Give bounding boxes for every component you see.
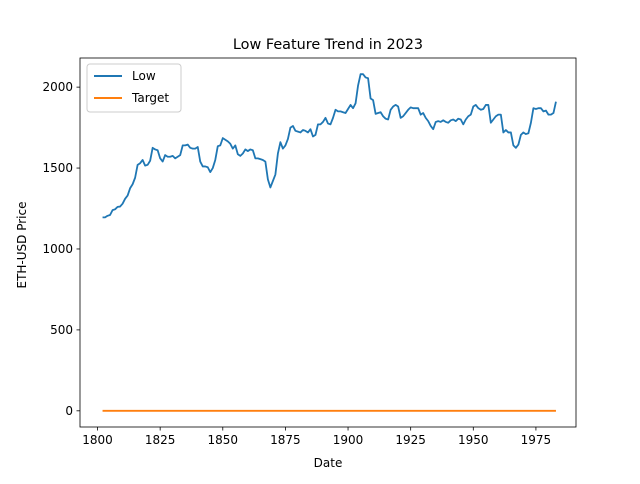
x-axis: 1800 1825 1850 1875 1900 1925 1950 1975 bbox=[82, 427, 551, 447]
y-tick-label: 1000 bbox=[42, 242, 73, 256]
chart-title: Low Feature Trend in 2023 bbox=[233, 37, 423, 53]
plot-area bbox=[79, 57, 577, 428]
x-tick-label: 1900 bbox=[333, 433, 364, 447]
x-tick-label: 1825 bbox=[145, 433, 176, 447]
series-line-low bbox=[102, 73, 557, 219]
x-tick-label: 1800 bbox=[82, 433, 113, 447]
y-axis-label: ETH-USD Price bbox=[15, 202, 29, 289]
x-axis-label: Date bbox=[314, 456, 343, 470]
y-tick-label: 1500 bbox=[42, 161, 73, 175]
x-tick-label: 1875 bbox=[270, 433, 301, 447]
x-tick-label: 1850 bbox=[208, 433, 239, 447]
x-tick-label: 1975 bbox=[521, 433, 552, 447]
x-tick-label: 1925 bbox=[395, 433, 426, 447]
y-tick-label: 500 bbox=[50, 323, 73, 337]
legend: Low Target bbox=[86, 63, 182, 113]
y-tick-label: 0 bbox=[65, 404, 73, 418]
x-tick-label: 1950 bbox=[458, 433, 489, 447]
y-tick-label: 2000 bbox=[42, 80, 73, 94]
legend-label-target: Target bbox=[131, 91, 169, 105]
axes-frame bbox=[79, 57, 577, 428]
y-axis: 0 500 1000 1500 2000 bbox=[42, 80, 80, 418]
series-layer bbox=[102, 73, 557, 412]
legend-label-low: Low bbox=[132, 69, 156, 83]
